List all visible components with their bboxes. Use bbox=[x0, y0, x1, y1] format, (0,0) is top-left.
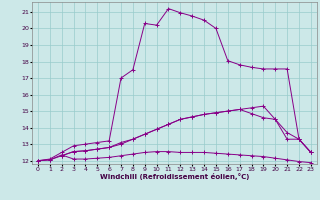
X-axis label: Windchill (Refroidissement éolien,°C): Windchill (Refroidissement éolien,°C) bbox=[100, 173, 249, 180]
